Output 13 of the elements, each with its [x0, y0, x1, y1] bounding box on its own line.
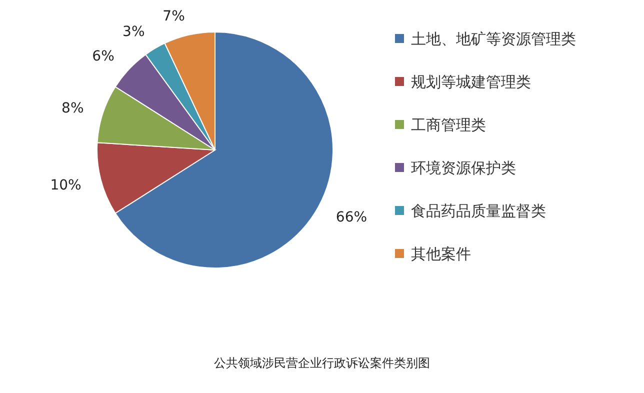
legend-label: 工商管理类: [411, 116, 486, 134]
data-label: 8%: [62, 100, 84, 116]
legend-label: 其他案件: [411, 245, 471, 263]
legend-label: 规划等城建管理类: [411, 73, 531, 91]
legend-label: 环境资源保护类: [411, 159, 516, 177]
data-label: 7%: [162, 8, 185, 24]
legend-label: 食品药品质量监督类: [411, 202, 546, 220]
data-label: 3%: [122, 24, 145, 40]
data-label: 66%: [336, 209, 368, 226]
data-label: 6%: [92, 48, 114, 65]
data-label: 10%: [50, 177, 82, 194]
text: 公共领域涉民营企业行政诉讼案件类别图: [214, 356, 430, 370]
legend-label: 土地、地矿等资源管理类: [411, 30, 576, 48]
